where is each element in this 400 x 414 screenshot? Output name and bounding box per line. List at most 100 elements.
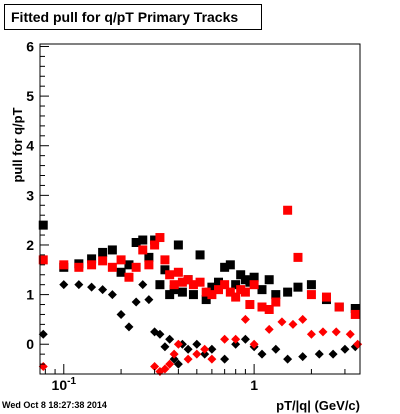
data-point-diamond: [173, 339, 183, 349]
data-point-square: [98, 256, 108, 266]
data-point-square: [214, 285, 224, 295]
data-point-square: [214, 277, 224, 287]
data-point-square: [271, 297, 281, 307]
data-point-square: [293, 282, 303, 292]
data-point-diamond: [200, 349, 210, 359]
data-point-square: [249, 280, 259, 290]
data-point-square: [144, 252, 154, 262]
data-point-square: [38, 255, 48, 265]
data-point-diamond: [116, 309, 126, 319]
data-point-square: [236, 270, 246, 280]
data-point-diamond: [340, 344, 350, 354]
data-point-diamond: [331, 327, 341, 337]
data-point-square: [124, 260, 134, 270]
data-point-diamond: [165, 334, 175, 344]
data-point-diamond: [240, 314, 250, 324]
data-point-diamond: [59, 280, 69, 290]
data-point-square: [236, 285, 246, 295]
y-tick-label: 5: [26, 88, 34, 104]
data-point-diamond: [160, 342, 170, 352]
data-point-square: [264, 275, 274, 285]
y-tick-label: 4: [26, 138, 34, 154]
data-point-square: [195, 277, 205, 287]
data-point-square: [321, 292, 331, 302]
data-point-square: [350, 303, 360, 313]
data-point-square: [264, 304, 274, 314]
data-point-diamond: [192, 349, 202, 359]
data-point-square: [87, 254, 97, 264]
data-point-square: [188, 290, 198, 300]
y-axis-title: pull for q/pT: [10, 107, 25, 182]
data-point-diamond: [220, 354, 230, 364]
data-point-diamond: [160, 364, 170, 374]
data-point-square: [160, 255, 170, 265]
data-point-square: [283, 287, 293, 297]
y-axis: 0 1 2 3 4 5 6: [26, 38, 49, 365]
data-point-square: [165, 290, 175, 300]
data-point-square: [201, 295, 211, 305]
data-point-diamond: [150, 362, 160, 372]
data-point-square: [220, 262, 230, 272]
data-point-square: [220, 280, 230, 290]
data-point-square: [87, 260, 97, 270]
data-point-diamond: [240, 334, 250, 344]
y-tick-label: 1: [26, 287, 34, 303]
data-point-square: [225, 260, 235, 270]
data-point-square: [59, 260, 69, 270]
data-point-diamond: [257, 349, 267, 359]
data-point-diamond: [173, 359, 183, 369]
plot-frame: [39, 43, 361, 375]
x-axis: 10-1 1: [44, 364, 346, 393]
data-point-square: [240, 287, 250, 297]
data-point-square: [131, 237, 141, 247]
data-point-diamond: [264, 324, 274, 334]
data-point-square: [169, 285, 179, 295]
data-point-diamond: [87, 282, 97, 292]
x-tick-label: 10-1: [52, 376, 77, 393]
data-point-diamond: [231, 334, 241, 344]
data-point-diamond: [200, 344, 210, 354]
data-point-square: [138, 235, 148, 245]
data-point-square: [124, 272, 134, 282]
chart-marks: [38, 205, 363, 377]
data-point-diamond: [74, 280, 84, 290]
data-point-diamond: [124, 322, 134, 332]
data-point-square: [271, 290, 281, 300]
data-point-square: [207, 290, 217, 300]
data-point-diamond: [298, 352, 308, 362]
data-point-square: [116, 255, 126, 265]
data-point-diamond: [220, 334, 230, 344]
data-point-square: [131, 262, 141, 272]
data-point-square: [150, 240, 160, 250]
data-point-square: [150, 235, 160, 245]
y-tick-label: 0: [26, 336, 34, 352]
data-point-square: [207, 282, 217, 292]
data-point-square: [283, 205, 293, 215]
data-point-diamond: [314, 349, 324, 359]
data-point-square: [138, 245, 148, 255]
data-point-diamond: [138, 280, 148, 290]
data-point-diamond: [231, 339, 241, 349]
y-tick-label: 2: [26, 237, 34, 253]
data-point-diamond: [283, 354, 293, 364]
data-point-square: [201, 287, 211, 297]
data-point-diamond: [277, 317, 287, 327]
data-point-diamond: [318, 327, 328, 337]
data-point-square: [245, 300, 255, 310]
data-point-square: [257, 285, 267, 295]
y-tick-label: 6: [26, 38, 34, 54]
data-point-square: [257, 302, 267, 312]
data-point-diamond: [249, 339, 259, 349]
data-point-square: [98, 247, 108, 257]
data-point-diamond: [207, 354, 217, 364]
data-point-square: [173, 267, 183, 277]
data-point-diamond: [169, 354, 179, 364]
data-point-square: [74, 262, 84, 272]
chart-title: Fitted pull for q/pT Primary Tracks: [4, 4, 262, 30]
data-point-square: [155, 280, 165, 290]
data-point-diamond: [183, 354, 193, 364]
data-point-diamond: [144, 295, 154, 305]
data-point-square: [116, 267, 126, 277]
x-tick-label: 1: [250, 377, 258, 393]
data-point-square: [155, 233, 165, 243]
